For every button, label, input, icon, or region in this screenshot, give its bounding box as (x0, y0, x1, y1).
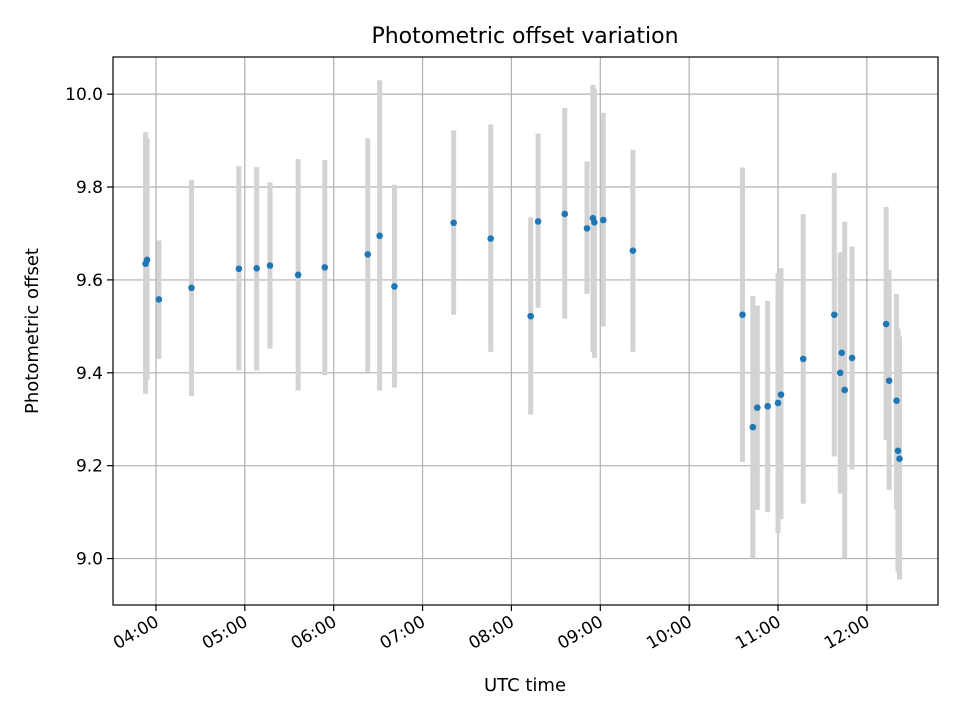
data-point (253, 265, 260, 272)
data-point (376, 232, 383, 240)
data-point (321, 264, 329, 271)
data-point (753, 404, 761, 411)
data-point (450, 219, 457, 227)
data-point (764, 402, 771, 410)
y-tick-label: 10.0 (65, 85, 103, 105)
data-point (777, 391, 785, 398)
data-points (142, 210, 903, 463)
data-point (848, 354, 856, 362)
data-point (799, 355, 807, 363)
data-point (143, 256, 151, 264)
y-tick-label: 9.6 (76, 271, 103, 291)
x-axis-label: UTC time (484, 675, 566, 696)
data-point (739, 311, 746, 319)
chart-title: Photometric offset variation (371, 24, 678, 49)
data-point (893, 397, 900, 404)
data-point (836, 369, 844, 377)
data-point (235, 265, 243, 273)
data-point (155, 296, 163, 303)
plot-frame (112, 56, 939, 606)
data-point (527, 312, 534, 320)
y-tick-label: 9.8 (76, 178, 103, 198)
data-point (629, 247, 637, 254)
data-point (841, 386, 848, 394)
data-point (561, 210, 569, 218)
data-point (364, 251, 372, 258)
data-point (774, 399, 782, 407)
data-point (896, 455, 903, 463)
y-axis-label: Photometric offset (22, 248, 43, 414)
data-point (599, 216, 607, 224)
data-point (487, 235, 494, 242)
y-tick-label: 9.4 (76, 364, 103, 384)
y-axis-ticks: 9.0 9.2 9.4 9.6 9.8 10.0 (65, 85, 113, 570)
data-point (391, 283, 398, 290)
data-point (749, 423, 757, 431)
data-point (882, 320, 890, 328)
data-point (188, 284, 195, 292)
y-tick-label: 9.0 (76, 550, 103, 570)
y-tick-label: 9.2 (76, 457, 103, 477)
data-point (838, 349, 846, 357)
data-point (534, 218, 542, 225)
data-point (894, 447, 902, 455)
data-point (583, 225, 591, 232)
data-point (885, 377, 893, 384)
data-point (266, 262, 274, 269)
data-point (831, 311, 838, 319)
plot-area (113, 57, 938, 605)
data-point (294, 271, 302, 279)
data-point (591, 219, 598, 226)
